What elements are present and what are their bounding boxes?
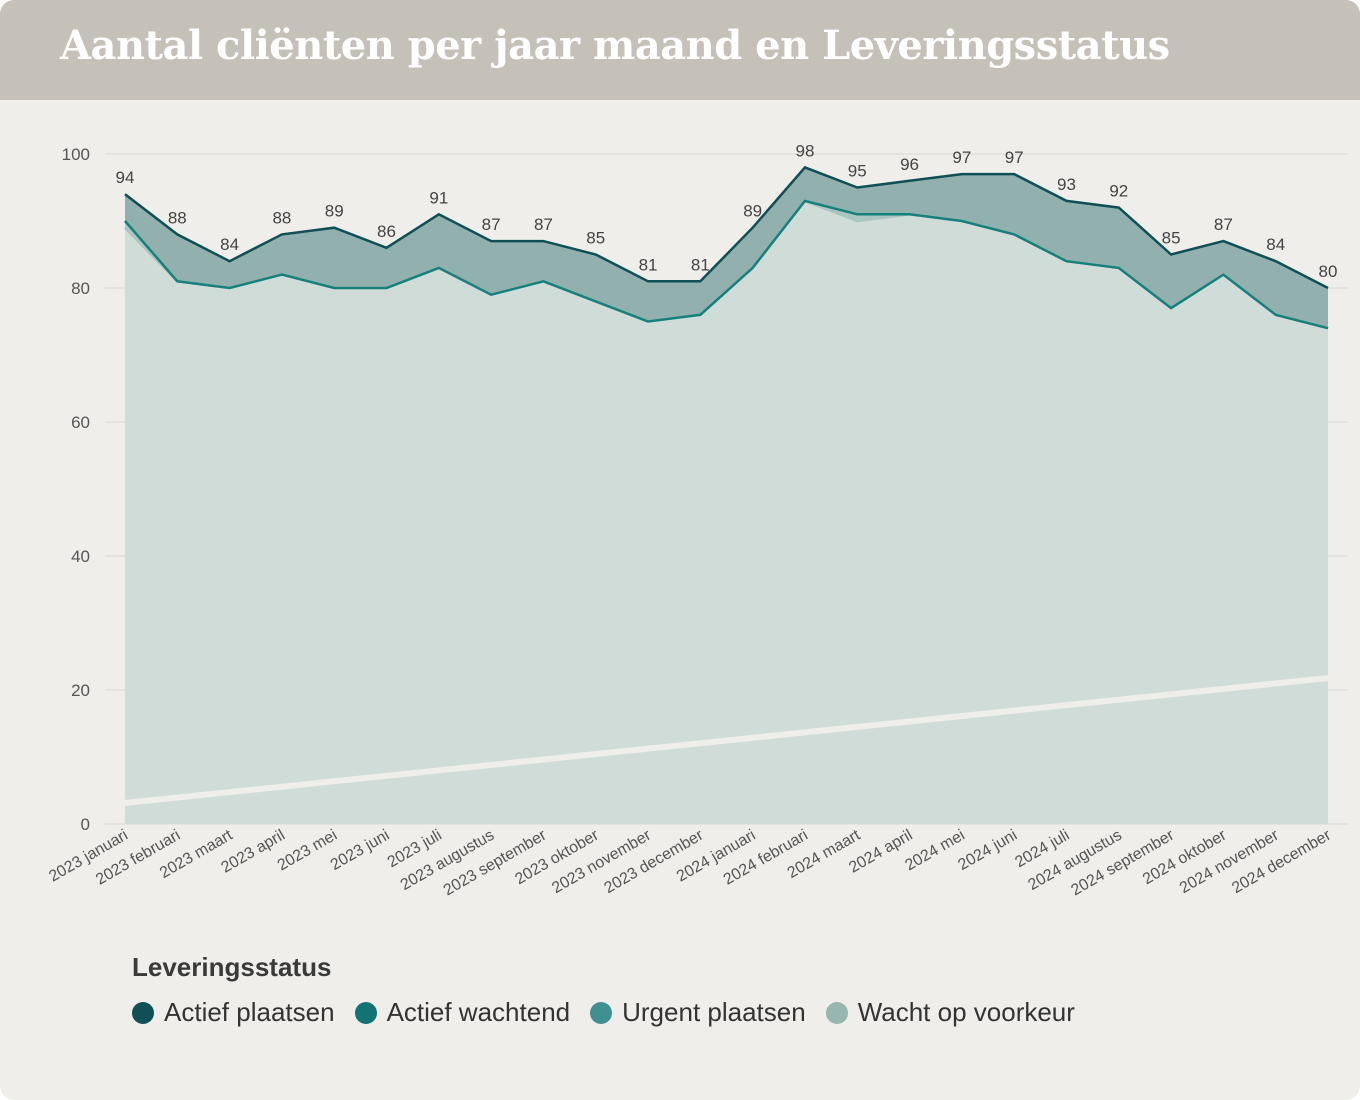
data-label: 84 [1266, 235, 1285, 254]
data-label: 85 [586, 229, 605, 248]
data-label: 92 [1109, 182, 1128, 201]
data-label: 81 [639, 255, 658, 274]
data-label: 96 [900, 155, 919, 174]
area-actief-plaatsen [125, 167, 1328, 329]
legend-item-wacht-op-voorkeur[interactable]: Wacht op voorkeur [825, 997, 1075, 1028]
data-label: 91 [429, 188, 448, 207]
legend: Leveringsstatus Actief plaatsen Actief w… [132, 952, 1095, 1028]
y-tick-label: 60 [71, 413, 90, 432]
legend-item-actief-plaatsen[interactable]: Actief plaatsen [132, 997, 335, 1028]
legend-label: Wacht op voorkeur [857, 997, 1075, 1027]
data-label: 86 [377, 222, 396, 241]
data-label: 95 [848, 162, 867, 181]
legend-item-actief-wachtend[interactable]: Actief wachtend [354, 997, 571, 1028]
chart-header: Aantal cliënten per jaar maand en Leveri… [0, 0, 1360, 100]
data-label: 97 [952, 148, 971, 167]
legend-item-urgent-plaatsen[interactable]: Urgent plaatsen [590, 997, 806, 1028]
y-tick-label: 40 [71, 547, 90, 566]
y-tick-label: 20 [71, 681, 90, 700]
data-label: 98 [795, 141, 814, 160]
legend-label: Actief plaatsen [164, 997, 335, 1027]
chart-title: Aantal cliënten per jaar maand en Leveri… [60, 22, 1170, 69]
data-label: 89 [325, 202, 344, 221]
legend-swatch-wacht-op-voorkeur [825, 1001, 848, 1024]
data-label: 85 [1162, 229, 1181, 248]
x-tick-label: 2024 juni [955, 827, 1020, 874]
data-label: 87 [534, 215, 553, 234]
x-tick-label: 2023 mei [275, 827, 341, 875]
legend-swatch-actief-plaatsen [132, 1001, 154, 1024]
data-label: 93 [1057, 175, 1076, 194]
legend-swatch-actief-wachtend [354, 1001, 377, 1024]
y-tick-label: 80 [71, 279, 90, 298]
x-tick-label: 2023 juni [328, 827, 393, 874]
x-tick-label: 2024 mei [902, 827, 968, 875]
legend-label: Actief wachtend [386, 997, 571, 1027]
data-label: 97 [1005, 148, 1024, 167]
decorative-stripe [124, 675, 1329, 806]
area-chart: 0 20 40 60 80 100 94 88 84 88 89 86 91 87 87 85 81 81 89 98… [46, 141, 1348, 899]
data-label: 94 [116, 168, 135, 187]
data-label: 88 [272, 208, 291, 227]
line-actief-wachtend [124, 199, 1329, 330]
legend-label: Urgent plaatsen [622, 997, 806, 1027]
data-label: 89 [743, 202, 762, 221]
data-label: 80 [1319, 262, 1338, 281]
legend-swatch-urgent-plaatsen [590, 1001, 613, 1024]
line-actief-plaatsen [124, 165, 1329, 290]
area-wacht-op-voorkeur [125, 200, 1328, 824]
data-label: 84 [220, 235, 239, 254]
data-label: 88 [168, 208, 187, 227]
data-label: 87 [1214, 215, 1233, 234]
y-tick-label: 0 [81, 815, 90, 834]
data-label: 87 [482, 215, 501, 234]
legend-title: Leveringsstatus [132, 952, 332, 982]
y-tick-label: 100 [62, 145, 90, 164]
legend-items: Actief plaatsen Actief wachtend Urgent p… [132, 997, 1095, 1028]
data-label: 81 [691, 255, 710, 274]
